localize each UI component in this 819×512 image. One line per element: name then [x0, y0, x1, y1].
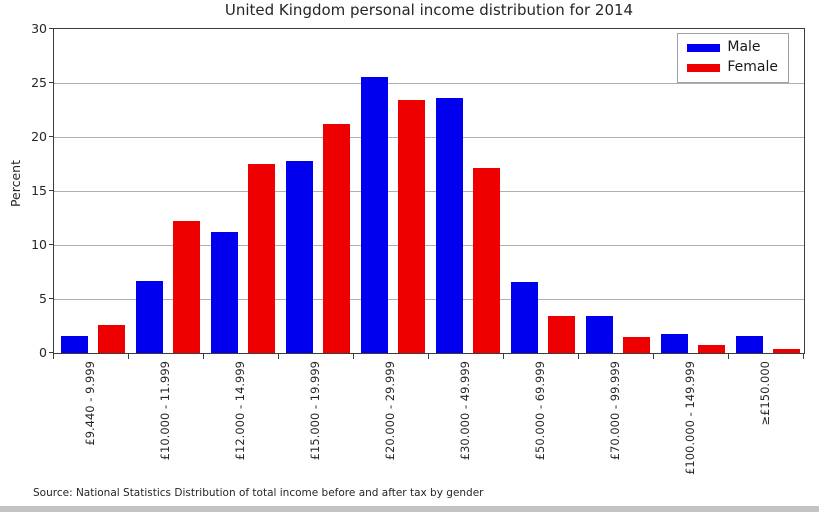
xtick-mark-3: [278, 354, 279, 359]
male-series-swatch: [687, 43, 721, 52]
bar-male-8: [661, 333, 688, 353]
gridline-15: [54, 191, 804, 192]
ytick-label-5: 5: [39, 291, 47, 306]
ytick-label-0: 0: [39, 345, 47, 360]
bar-female-4: [398, 100, 425, 353]
bar-female-7: [623, 336, 650, 353]
bar-female-1: [173, 221, 200, 353]
ytick-mark-25: [49, 82, 53, 83]
bar-female-3: [323, 124, 350, 353]
xtick-mark-8: [653, 354, 654, 359]
ytick-label-15: 15: [31, 183, 47, 198]
xtick-mark-2: [203, 354, 204, 359]
legend-label-male: Male: [727, 39, 761, 55]
bar-male-0: [61, 335, 88, 353]
xtick-mark-5: [428, 354, 429, 359]
xtick-label-1: £10.000 - 11.999: [157, 361, 172, 461]
xtick-label-2: £12.000 - 14.999: [232, 361, 247, 461]
legend-item-male: Male: [687, 39, 778, 56]
ytick-mark-20: [49, 136, 53, 137]
bar-female-5: [473, 168, 500, 353]
bar-female-0: [98, 324, 125, 353]
chart-title: United Kingdom personal income distribut…: [224, 1, 634, 19]
female-series-swatch: [687, 63, 721, 72]
xtick-label-5: £30.000 - 49.999: [457, 361, 472, 461]
ytick-label-25: 25: [31, 75, 47, 90]
bar-male-5: [436, 98, 463, 353]
xtick-mark-1: [128, 354, 129, 359]
bar-female-2: [248, 164, 275, 353]
xtick-label-8: £100.000 - 149.999: [682, 361, 697, 475]
bar-male-1: [136, 280, 163, 353]
ytick-mark-0: [49, 352, 53, 353]
ytick-label-20: 20: [31, 129, 47, 144]
xtick-mark-9: [728, 354, 729, 359]
xtick-label-7: £70.000 - 99.999: [607, 361, 622, 461]
xtick-mark-0: [53, 354, 54, 359]
bar-male-6: [511, 281, 538, 353]
bar-male-4: [361, 76, 388, 353]
bottom-edge-strip: [0, 506, 819, 512]
xtick-mark-7: [578, 354, 579, 359]
xtick-label-6: £50.000 - 69.999: [532, 361, 547, 461]
ytick-label-10: 10: [31, 237, 47, 252]
bar-female-9: [773, 348, 800, 353]
xtick-mark-4: [353, 354, 354, 359]
xtick-label-9: ≥£150.000: [757, 361, 772, 426]
ytick-mark-5: [49, 298, 53, 299]
gridline-5: [54, 299, 804, 300]
ytick-mark-10: [49, 244, 53, 245]
plot-area: Male Female: [53, 28, 805, 354]
legend-item-female: Female: [687, 59, 778, 76]
bar-male-3: [286, 160, 313, 353]
bar-male-7: [586, 316, 613, 353]
gridline-20: [54, 137, 804, 138]
bar-male-9: [736, 335, 763, 353]
xtick-label-3: £15.000 - 19.999: [307, 361, 322, 461]
xtick-mark-6: [503, 354, 504, 359]
ytick-label-30: 30: [31, 21, 47, 36]
xtick-mark-10: [803, 354, 804, 359]
legend: Male Female: [677, 33, 789, 83]
bar-female-8: [698, 345, 725, 353]
bar-female-6: [548, 316, 575, 353]
source-note: Source: National Statistics Distribution…: [33, 487, 484, 499]
gridline-10: [54, 245, 804, 246]
ytick-mark-30: [49, 28, 53, 29]
bar-male-2: [211, 232, 238, 353]
xtick-label-0: £9.440 - 9.999: [82, 361, 97, 446]
ytick-mark-15: [49, 190, 53, 191]
legend-label-female: Female: [727, 59, 778, 75]
xtick-label-4: £20.000 - 29.999: [382, 361, 397, 461]
gridline-25: [54, 83, 804, 84]
